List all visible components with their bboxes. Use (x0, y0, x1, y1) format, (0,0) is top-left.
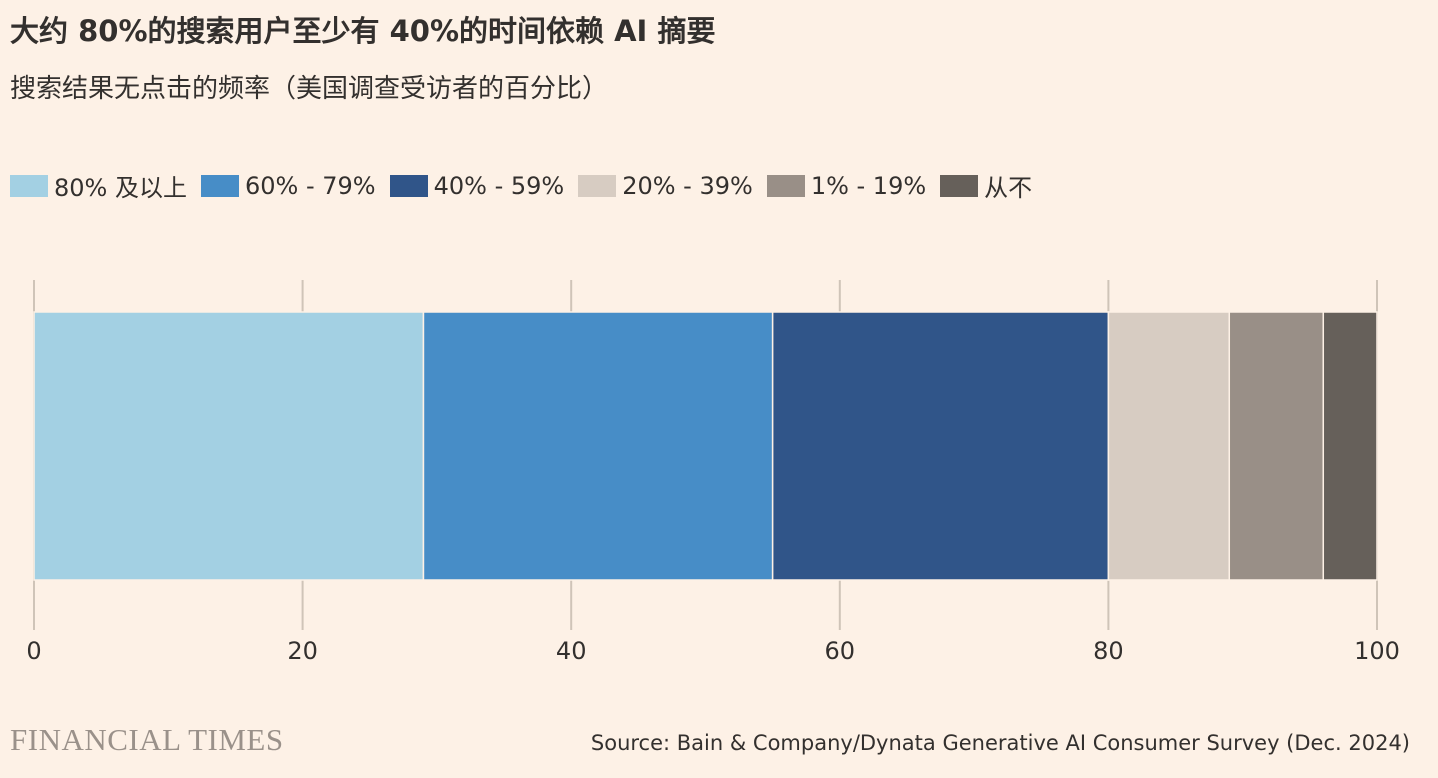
bar-segment (422, 311, 774, 581)
legend-swatch (940, 174, 979, 197)
legend-label: 60% - 79% (244, 171, 376, 200)
stacked-bar-chart: 0 20 40 60 80 100 (26, 280, 1400, 665)
legend-label: 从不 (984, 174, 1033, 202)
legend-label: 20% - 39% (622, 171, 753, 200)
x-tick-label: 0 (26, 637, 41, 665)
bar-segment (1107, 311, 1231, 581)
legend-swatch (578, 174, 617, 197)
x-tick-label: 20 (287, 637, 318, 665)
bar-segment (771, 311, 1110, 581)
source-note: Source: Bain & Company/Dynata Generative… (590, 731, 1410, 755)
legend-swatch (10, 174, 48, 197)
x-tick-label: 100 (1354, 637, 1400, 665)
legend-item: 1% - 19% (766, 171, 927, 200)
chart-title: 大约 80%的搜索用户至少有 40%的时间依赖 AI 摘要 (10, 14, 716, 48)
x-tick-label: 40 (556, 637, 587, 665)
legend-label: 1% - 19% (810, 171, 927, 200)
x-tick-label: 80 (1093, 637, 1124, 665)
legend-item: 60% - 79% (200, 171, 376, 200)
bar-segment (1322, 311, 1378, 581)
x-tick-label: 60 (825, 637, 856, 665)
bar-segment (1228, 311, 1325, 581)
brand-logo: FINANCIAL TIMES (10, 722, 284, 757)
legend-label: 40% - 59% (433, 171, 565, 200)
chart-subtitle: 搜索结果无点击的频率（美国调查受访者的百分比） (10, 74, 609, 104)
legend-swatch (200, 174, 239, 197)
legend-item: 20% - 39% (578, 172, 753, 200)
legend: 80% 及以上 60% - 79% 40% - 59% 20% - 39% 1% - 1… (10, 168, 1046, 203)
legend-item: 从不 (940, 168, 1032, 203)
legend-label: 80% 及以上 (54, 174, 187, 202)
legend-item: 40% - 59% (389, 171, 565, 200)
legend-swatch (766, 174, 805, 197)
bar-segment (33, 311, 425, 581)
legend-item: 80% 及以上 (10, 168, 187, 203)
legend-swatch (389, 174, 428, 197)
